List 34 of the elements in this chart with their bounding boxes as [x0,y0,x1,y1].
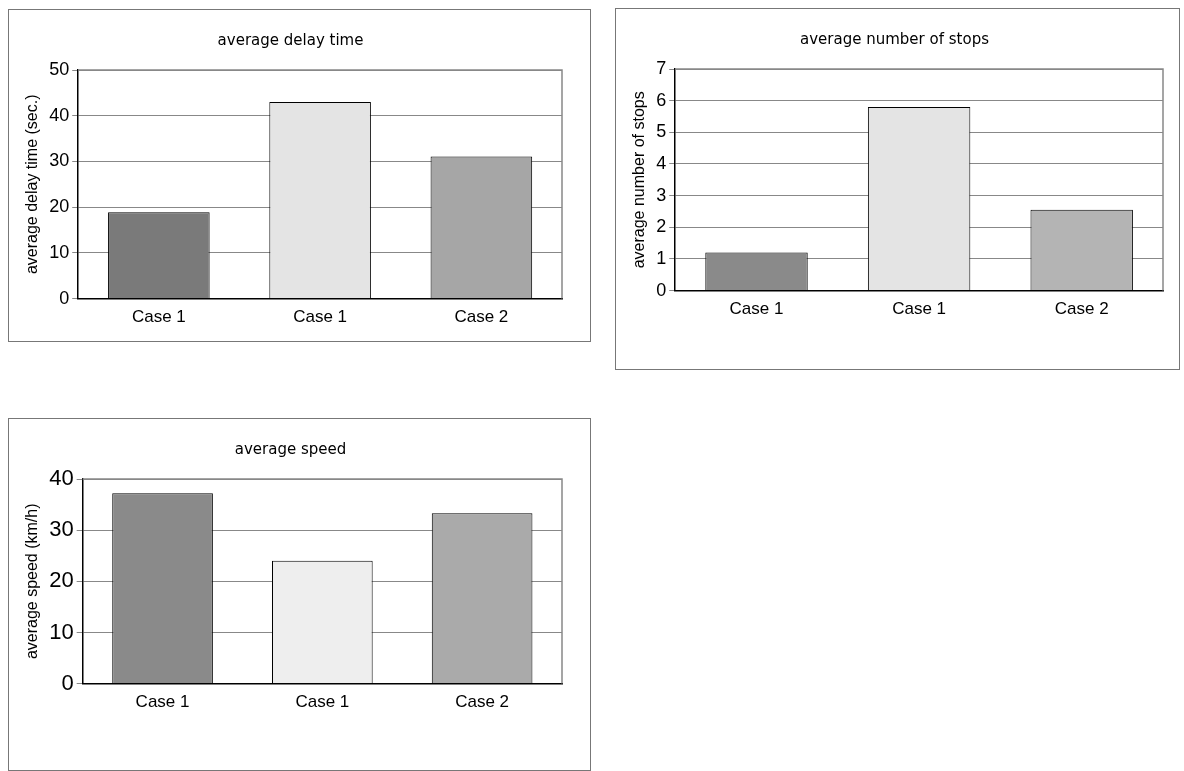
y-tick-label: 30 [49,516,74,542]
chart-title: average delay time [217,30,364,49]
y-tick-label: 0 [59,287,70,308]
chart-title: average number of stops [800,29,990,48]
y-tick-label: 0 [656,279,667,300]
y-tick-label: 20 [49,196,70,217]
y-axis-title: average number of stops [630,91,648,269]
x-tick-label: Case 1 [293,307,348,327]
y-tick-label: 30 [49,150,70,171]
y-tick-label: 4 [656,152,667,173]
y-tick-label: 0 [61,669,74,695]
x-tick-label: Case 2 [454,307,509,327]
y-tick-label: 1 [656,247,667,268]
x-tick-label: Case 1 [131,307,186,327]
x-tick-label: Case 2 [455,692,510,712]
y-tick-label: 3 [656,184,667,205]
y-tick-label: 40 [49,465,74,491]
y-tick-label: 20 [49,567,74,593]
y-tick-label: 10 [49,618,74,644]
x-tick-label: Case 1 [135,692,190,712]
y-tick-label: 2 [656,216,667,237]
y-tick-label: 50 [49,58,70,79]
x-tick-label: Case 1 [295,692,350,712]
y-tick-label: 5 [656,121,667,142]
y-tick-label: 40 [49,104,70,125]
chart-title: average speed [234,439,347,458]
y-tick-label: 10 [49,241,70,262]
y-tick-label: 7 [656,57,667,78]
x-tick-label: Case 1 [729,299,784,319]
y-axis-title: average delay time (sec.) [23,94,41,275]
y-axis-title: average speed (km/h) [23,503,41,660]
x-tick-label: Case 2 [1054,299,1109,319]
x-tick-label: Case 1 [892,299,947,319]
y-tick-label: 6 [656,89,667,110]
